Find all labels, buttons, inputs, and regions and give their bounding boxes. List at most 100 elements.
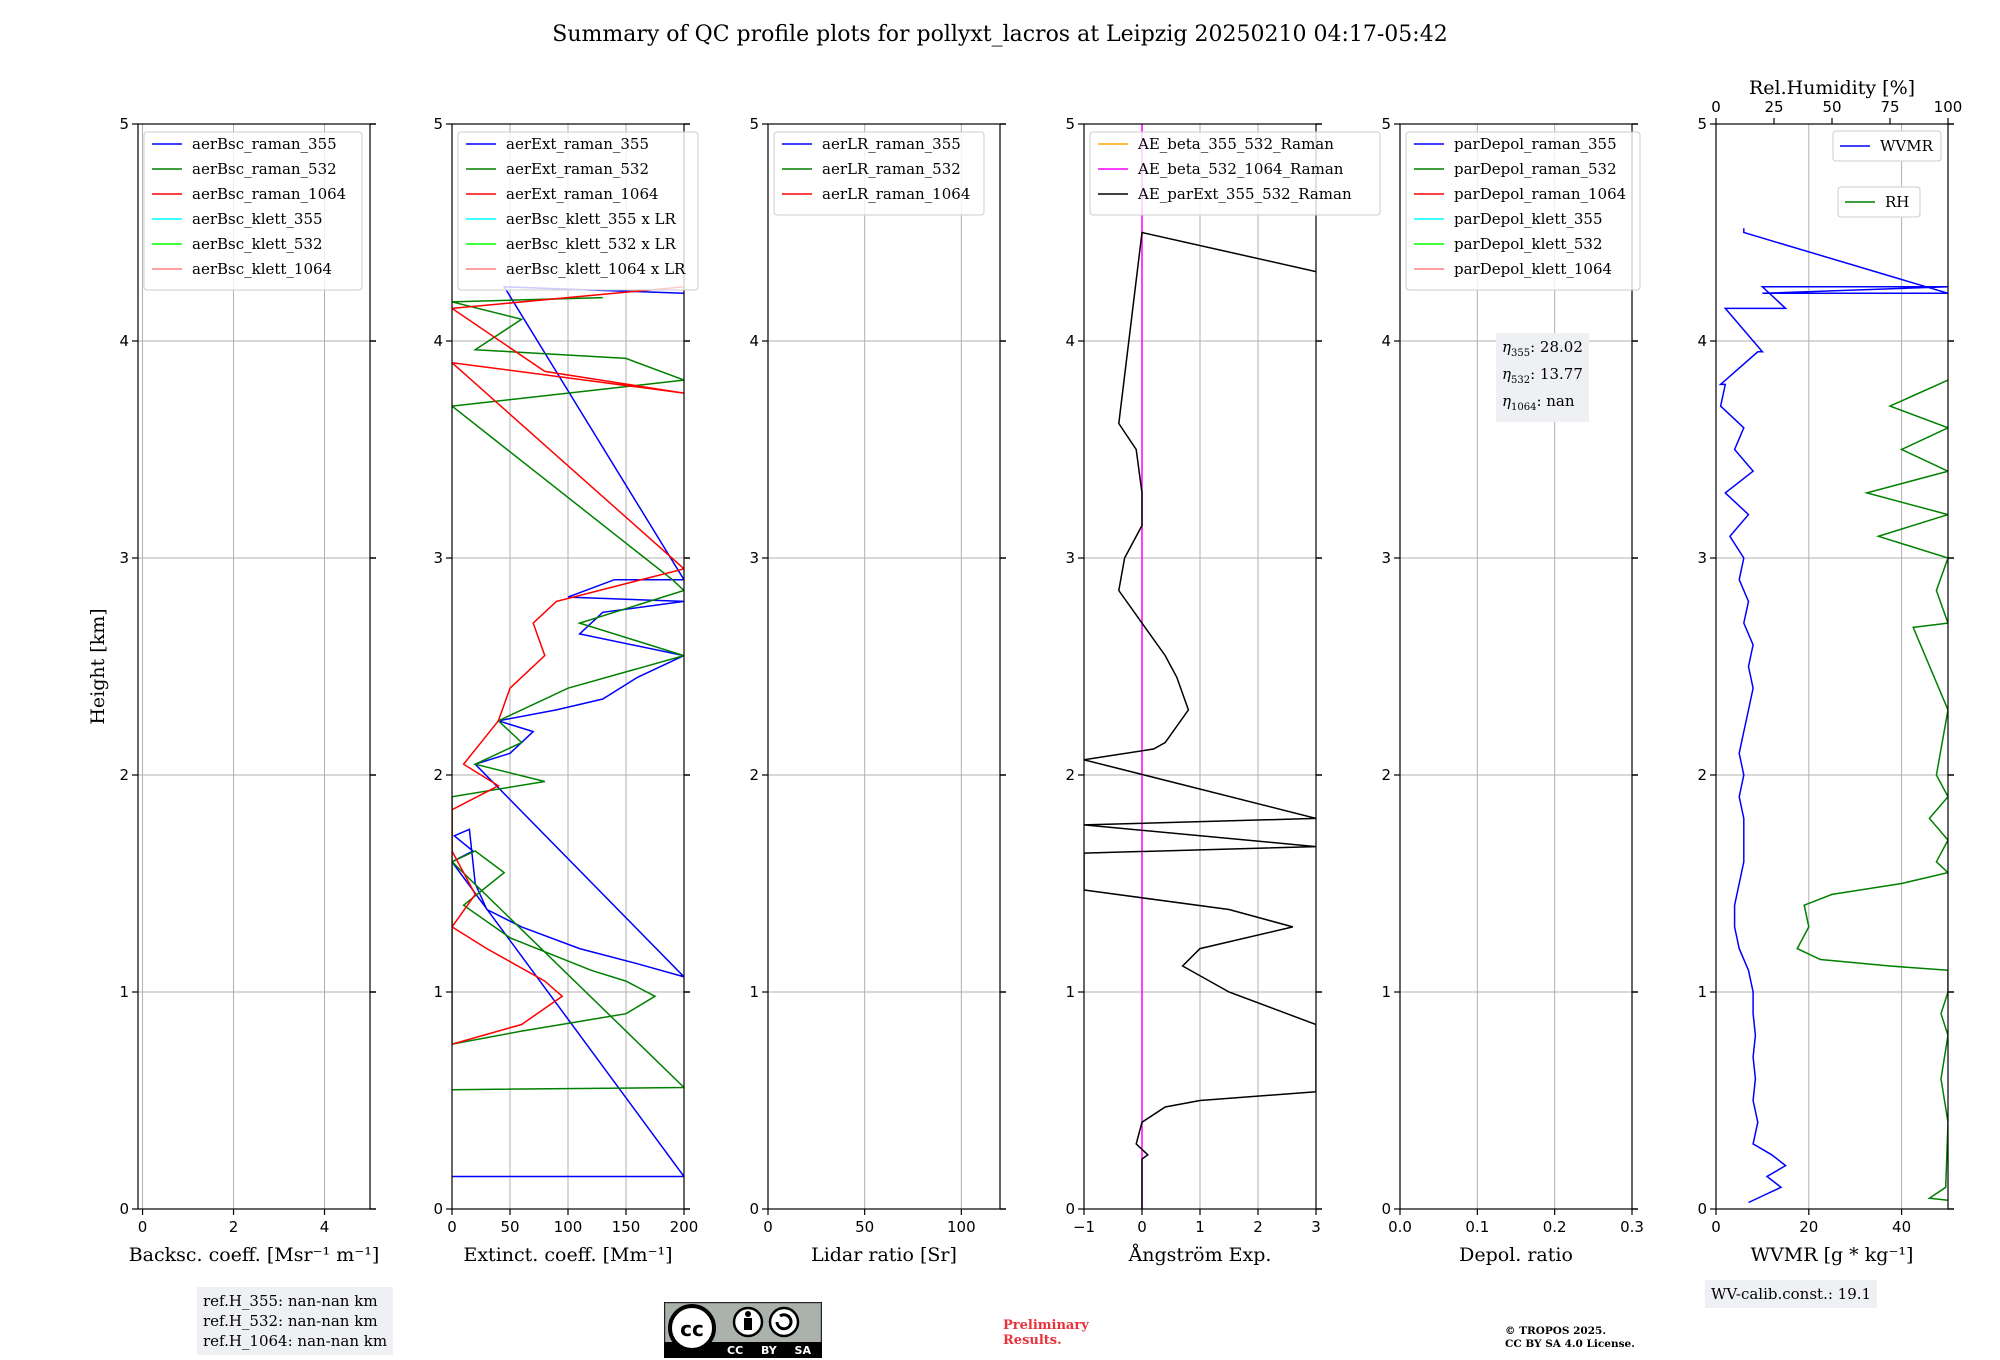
y-axis-label: Height [km] xyxy=(87,608,109,724)
x-tick-label: 20 xyxy=(1799,1218,1818,1236)
x-tick-label: −1 xyxy=(1073,1218,1095,1236)
legend-entry: aerLR_raman_355 xyxy=(822,135,961,153)
y-tick-label: 2 xyxy=(749,766,759,784)
x-tick-label: 50 xyxy=(500,1218,519,1236)
y-tick-label: 1 xyxy=(1381,983,1391,1001)
ref-height-1064: ref.H_1064: nan-nan km xyxy=(203,1332,388,1350)
x-tick-label: 100 xyxy=(947,1218,976,1236)
y-tick-label: 3 xyxy=(433,549,443,567)
legend-entry: aerBsc_raman_532 xyxy=(192,160,337,178)
x-tick-label: 40 xyxy=(1892,1218,1911,1236)
x-top-tick-label: 25 xyxy=(1764,98,1783,116)
legend-box xyxy=(773,131,985,216)
y-tick-label: 4 xyxy=(119,332,129,350)
y-tick-label: 0 xyxy=(1381,1200,1391,1218)
y-tick-label: 2 xyxy=(433,766,443,784)
legend-entry: aerBsc_klett_355 x LR xyxy=(506,210,677,228)
y-tick-label: 3 xyxy=(1065,549,1075,567)
legend-entry: aerBsc_raman_1064 xyxy=(192,185,346,203)
wv-calib-text: WV-calib.const.: 19.1 xyxy=(1711,1285,1872,1303)
x-top-tick-label: 50 xyxy=(1822,98,1841,116)
x-axis-label: Lidar ratio [Sr] xyxy=(811,1244,957,1266)
y-tick-label: 4 xyxy=(433,332,443,350)
y-tick-label: 4 xyxy=(1381,332,1391,350)
legend-box xyxy=(1089,131,1381,216)
y-tick-label: 0 xyxy=(1697,1200,1707,1218)
x-axis-label: Depol. ratio xyxy=(1459,1244,1573,1266)
y-tick-label: 2 xyxy=(1381,766,1391,784)
legend-entry: aerBsc_raman_355 xyxy=(192,135,337,153)
y-tick-label: 1 xyxy=(119,983,129,1001)
x-tick-label: 0 xyxy=(1137,1218,1147,1236)
svg-text:cc: cc xyxy=(680,1317,704,1341)
y-tick-label: 5 xyxy=(433,115,443,133)
x-top-axis-label: Rel.Humidity [%] xyxy=(1749,77,1915,99)
x-tick-label: 200 xyxy=(670,1218,699,1236)
y-tick-label: 1 xyxy=(433,983,443,1001)
wv-calib-box: WV-calib.const.: 19.1 xyxy=(1705,1280,1878,1308)
legend-box-wvmr xyxy=(1832,130,1942,162)
x-axis-label: WVMR [g * kg⁻¹] xyxy=(1751,1244,1914,1266)
x-tick-label: 3 xyxy=(1311,1218,1321,1236)
eta-355: η355: 28.02 xyxy=(1502,338,1583,359)
axes-frame xyxy=(767,123,1001,1210)
y-tick-label: 1 xyxy=(749,983,759,1001)
legend-entry: aerExt_raman_355 xyxy=(506,135,649,153)
y-tick-label: 0 xyxy=(119,1200,129,1218)
legend-box xyxy=(1405,131,1641,291)
legend-entry: aerBsc_klett_355 xyxy=(192,210,323,228)
x-tick-label: 2 xyxy=(1253,1218,1263,1236)
x-tick-label: 0 xyxy=(1711,1218,1721,1236)
x-top-tick-label: 75 xyxy=(1880,98,1899,116)
legend-entry: aerLR_raman_1064 xyxy=(822,185,970,203)
ref-height-355: ref.H_355: nan-nan km xyxy=(203,1292,378,1310)
y-tick-label: 0 xyxy=(433,1200,443,1218)
y-tick-label: 5 xyxy=(1381,115,1391,133)
y-tick-label: 2 xyxy=(1697,766,1707,784)
series-line-RH xyxy=(1796,379,1948,1202)
x-axis-label: Extinct. coeff. [Mm⁻¹] xyxy=(463,1244,672,1266)
y-tick-label: 4 xyxy=(1065,332,1075,350)
x-tick-label: 2 xyxy=(229,1218,239,1236)
legend-entry: aerExt_raman_532 xyxy=(506,160,649,178)
x-top-tick-label: 100 xyxy=(1934,98,1963,116)
axes-frame xyxy=(1399,123,1633,1210)
x-tick-label: 50 xyxy=(855,1218,874,1236)
legend-entry: aerBsc_klett_1064 xyxy=(192,260,332,278)
x-tick-label: 0 xyxy=(447,1218,457,1236)
y-tick-label: 5 xyxy=(119,115,129,133)
legend-entry: aerBsc_klett_532 x LR xyxy=(506,235,677,253)
x-tick-label: 4 xyxy=(320,1218,330,1236)
x-tick-label: 0 xyxy=(763,1218,773,1236)
axes-frame xyxy=(137,123,371,1210)
figure-title: Summary of QC profile plots for pollyxt_… xyxy=(552,22,1448,47)
legend-entry: parDepol_raman_1064 xyxy=(1454,185,1626,203)
legend-entry: AE_beta_532_1064_Raman xyxy=(1137,160,1344,178)
ref-height-box: ref.H_355: nan-nan km ref.H_532: nan-nan… xyxy=(197,1287,394,1355)
y-tick-label: 0 xyxy=(749,1200,759,1218)
y-tick-label: 0 xyxy=(1065,1200,1075,1218)
y-tick-label: 2 xyxy=(1065,766,1075,784)
x-tick-label: 0.3 xyxy=(1620,1218,1644,1236)
y-tick-label: 5 xyxy=(749,115,759,133)
y-tick-label: 3 xyxy=(119,549,129,567)
legend-entry: RH xyxy=(1885,193,1909,211)
y-tick-label: 4 xyxy=(749,332,759,350)
legend-entry: parDepol_klett_532 xyxy=(1454,235,1603,253)
y-tick-label: 1 xyxy=(1697,983,1707,1001)
eta-532: η532: 13.77 xyxy=(1502,365,1583,386)
x-tick-label: 0 xyxy=(138,1218,148,1236)
x-axis-label: Ångström Exp. xyxy=(1128,1244,1272,1266)
eta-box: η355: 28.02 η532: 13.77 η1064: nan xyxy=(1496,333,1589,422)
legend-entry: AE_parExt_355_532_Raman xyxy=(1137,185,1352,203)
legend-entry: parDepol_raman_532 xyxy=(1454,160,1617,178)
x-tick-label: 0.1 xyxy=(1465,1218,1489,1236)
cc-license-badge-text: CC BY SA xyxy=(727,1344,811,1357)
y-tick-label: 3 xyxy=(749,549,759,567)
series-line-AE_parExt_355_532_Raman xyxy=(1084,231,1316,1209)
legend-entry: parDepol_klett_1064 xyxy=(1454,260,1612,278)
series-line-aerExt_raman_532 xyxy=(452,296,684,1091)
series-line-WVMR xyxy=(1718,228,1948,1204)
x-tick-label: 1 xyxy=(1195,1218,1205,1236)
legend-entry: AE_beta_355_532_Raman xyxy=(1137,135,1334,153)
